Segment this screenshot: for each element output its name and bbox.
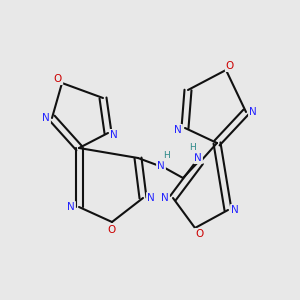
Text: H: H (189, 143, 195, 152)
Text: O: O (195, 229, 203, 239)
Text: N: N (67, 202, 75, 212)
Text: N: N (147, 193, 155, 203)
Text: N: N (249, 107, 257, 117)
Text: H: H (164, 152, 170, 160)
Text: N: N (194, 153, 202, 163)
Text: O: O (54, 74, 62, 84)
Text: N: N (231, 205, 239, 215)
Text: N: N (157, 161, 165, 171)
Text: N: N (161, 193, 169, 203)
Text: O: O (226, 61, 234, 71)
Text: N: N (110, 130, 118, 140)
Text: N: N (174, 125, 182, 135)
Text: N: N (42, 113, 50, 123)
Text: O: O (108, 225, 116, 235)
